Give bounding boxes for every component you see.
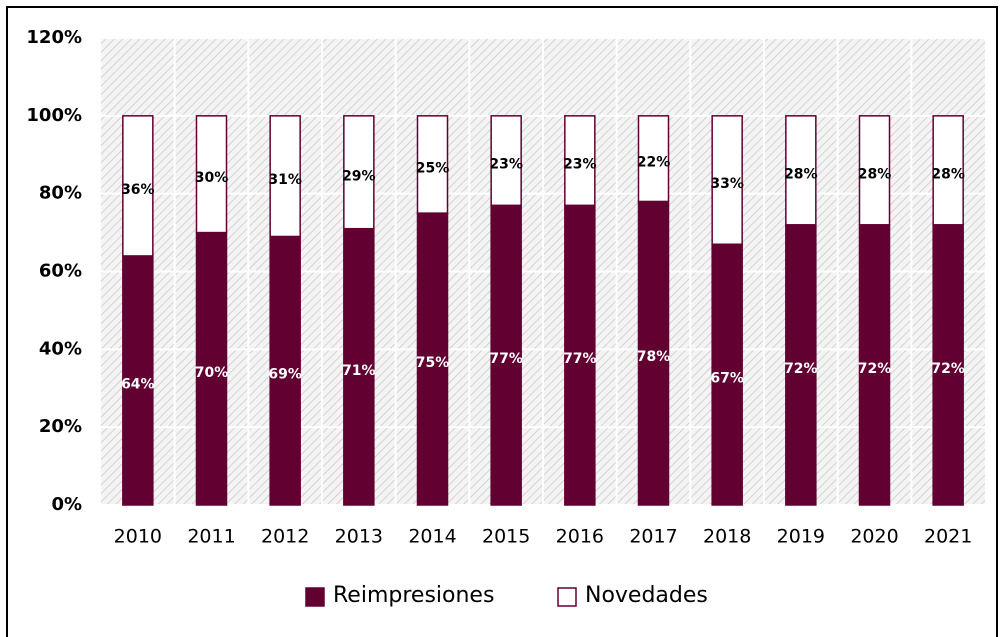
bar-segment [490,115,522,207]
value-label: 28% [784,166,818,182]
legend-label: Reimpresiones [333,583,494,608]
value-label: 30% [195,170,229,186]
value-label: 70% [195,365,229,381]
bar-segment [637,200,670,506]
x-tick-label: 2012 [261,526,309,548]
value-label: 77% [563,351,597,367]
value-label: 72% [784,361,818,377]
x-tick-label: 2016 [556,526,604,548]
bar-segment [932,115,964,226]
value-label: 64% [121,376,155,392]
bar-segment [416,115,449,214]
bar-segment [343,115,375,230]
bar-segment [269,115,301,238]
legend-swatch [557,587,577,607]
bar-segment [269,235,301,506]
value-label: 36% [121,182,155,198]
value-label: 75% [416,355,450,371]
x-tick-label: 2015 [482,526,530,548]
value-label: 78% [637,349,671,365]
value-label: 72% [931,361,965,377]
value-label: 69% [268,367,302,383]
x-tick-label: 2013 [335,526,383,548]
y-tick-label: 0% [51,494,82,515]
bar-segment [195,231,228,506]
legend-swatch [305,587,325,607]
value-label: 29% [342,168,376,184]
y-tick-label: 40% [39,338,82,359]
x-tick-label: 2017 [629,526,677,548]
x-tick-label: 2011 [187,526,235,548]
value-label: 22% [637,155,671,171]
x-tick-label: 2019 [777,526,825,548]
y-tick-label: 60% [39,261,82,282]
bar-segment [932,224,964,506]
bar-segment [711,115,743,246]
value-label: 28% [858,166,892,182]
x-tick-label: 2020 [850,526,898,548]
y-tick-label: 20% [39,416,82,437]
value-label: 67% [710,371,744,387]
bar-segment [637,115,670,203]
x-tick-label: 2010 [114,526,162,548]
y-tick-label: 100% [26,105,82,126]
bar-segment [785,115,817,226]
bar-segment [490,204,522,506]
value-label: 72% [858,361,892,377]
value-label: 33% [710,176,744,192]
x-tick-label: 2018 [703,526,751,548]
value-label: 23% [489,157,523,173]
value-label: 28% [931,166,965,182]
bar-segment [785,224,817,506]
value-label: 23% [563,157,597,173]
bar-segment [858,115,891,226]
bar-segment [122,115,154,257]
value-label: 77% [489,351,523,367]
legend-label: Novedades [585,583,708,608]
value-label: 71% [342,363,376,379]
value-label: 25% [416,160,450,176]
y-tick-label: 120% [26,27,82,48]
x-tick-label: 2014 [408,526,456,548]
bar-segment [343,227,375,506]
bar-segment [564,115,596,207]
bar-segment [564,204,596,506]
bar-segment [416,212,449,506]
bar-segment [195,115,228,234]
value-label: 31% [268,172,302,188]
x-tick-label: 2021 [924,526,972,548]
y-tick-label: 80% [39,183,82,204]
bar-segment [858,224,891,506]
